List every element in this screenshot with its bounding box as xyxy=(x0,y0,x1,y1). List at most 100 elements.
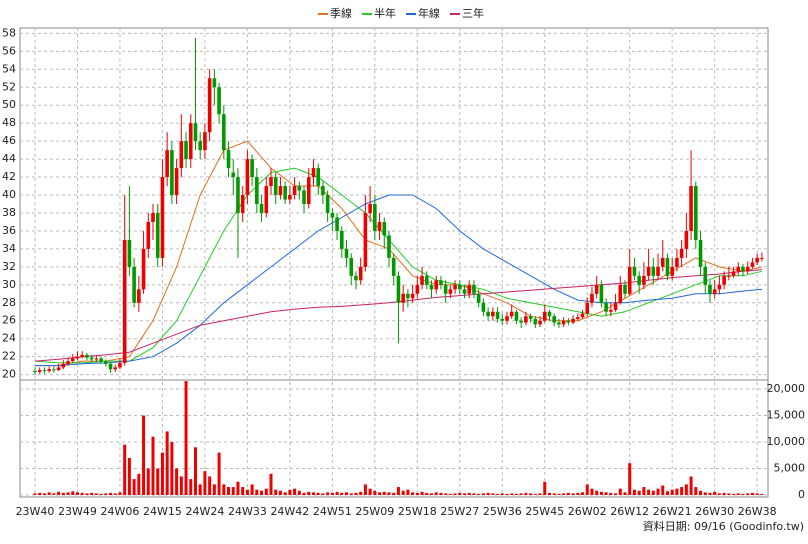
candle-body xyxy=(750,262,755,267)
volume-bar xyxy=(321,493,325,495)
y2-tick-label: 20,000 xyxy=(767,382,806,395)
volume-bar xyxy=(179,476,183,495)
candle-body xyxy=(89,357,94,360)
candle-body xyxy=(170,150,174,196)
candle-body xyxy=(104,361,108,364)
candle-body xyxy=(363,212,368,267)
volume-bar xyxy=(415,492,419,495)
volume-bar xyxy=(288,489,292,495)
candle-body xyxy=(240,195,245,213)
candle-body xyxy=(387,235,391,258)
candle-body xyxy=(491,311,495,317)
volume-bar xyxy=(184,381,188,495)
volume-bar xyxy=(127,457,131,495)
volume-bar xyxy=(604,492,608,495)
candle-body xyxy=(283,186,287,200)
volume-bar xyxy=(42,493,46,495)
volume-bar xyxy=(118,492,122,495)
candle-body xyxy=(368,204,372,213)
candle-body xyxy=(330,212,335,218)
volume-bar xyxy=(614,493,618,495)
x-tick-label: 25W27 xyxy=(440,505,479,518)
candle-body xyxy=(443,284,448,294)
volume-bar xyxy=(656,488,660,495)
candle-body xyxy=(264,186,269,213)
candle-body xyxy=(188,123,193,160)
candle-body xyxy=(132,266,136,303)
volume-bar xyxy=(75,492,79,495)
x-tick-label: 26W02 xyxy=(568,505,607,518)
volume-bar xyxy=(378,492,382,495)
candle-body xyxy=(580,313,585,318)
volume-bar xyxy=(193,447,197,495)
volume-bar xyxy=(694,487,698,495)
volume-bar xyxy=(491,493,495,495)
volume-bar xyxy=(632,489,636,495)
volume-bar xyxy=(335,491,339,495)
volume-bar xyxy=(302,492,306,495)
volume-bar xyxy=(52,493,56,495)
volume-bar xyxy=(647,489,651,495)
volume-bar xyxy=(434,492,438,495)
candle-body xyxy=(481,302,486,312)
candle-body xyxy=(222,114,226,151)
moving-average-line xyxy=(35,140,763,367)
candle-body xyxy=(467,284,472,294)
volume-bar xyxy=(623,492,627,495)
candle-body xyxy=(694,186,698,240)
candle-body xyxy=(599,284,604,303)
volume-bar xyxy=(411,492,415,495)
y-tick-label: 32 xyxy=(2,260,16,273)
candle-body xyxy=(245,159,250,196)
volume-bar xyxy=(472,493,476,495)
volume-bar xyxy=(94,493,98,495)
x-tick-label: 24W51 xyxy=(313,505,352,518)
candle-body xyxy=(373,204,377,231)
candle-body xyxy=(42,370,47,372)
y-tick-label: 22 xyxy=(2,350,16,363)
candle-body xyxy=(552,316,556,323)
volume-bar xyxy=(274,489,278,495)
candle-body xyxy=(137,289,141,303)
candle-body xyxy=(174,168,179,196)
volume-bar xyxy=(661,485,665,495)
volume-bar xyxy=(529,493,533,495)
volume-bar xyxy=(255,489,259,495)
volume-bar xyxy=(123,444,127,495)
candle-body xyxy=(642,275,646,285)
y-tick-label: 58 xyxy=(2,26,16,39)
x-tick-label: 23W49 xyxy=(58,505,97,518)
x-tick-label: 24W33 xyxy=(228,505,267,518)
candle-body xyxy=(344,248,349,258)
candle-body xyxy=(590,293,594,303)
candle-body xyxy=(524,316,528,323)
volume-bar xyxy=(401,490,405,495)
candle-body xyxy=(415,284,420,294)
candle-body xyxy=(212,78,217,88)
volume-bar xyxy=(519,493,523,495)
candle-body xyxy=(684,230,689,249)
candle-body xyxy=(325,195,330,213)
y-tick-label: 48 xyxy=(2,116,16,129)
volume-bar xyxy=(293,488,297,495)
volume-bar xyxy=(109,492,113,495)
candle-body xyxy=(94,358,99,360)
candle-body xyxy=(316,168,320,187)
y-tick-label: 28 xyxy=(2,296,16,309)
candle-body xyxy=(429,284,434,290)
candle-body xyxy=(708,284,712,294)
volume-bar xyxy=(750,492,754,495)
candle-body xyxy=(226,150,231,169)
candle-body xyxy=(618,284,623,303)
candle-body xyxy=(377,221,382,231)
candle-body xyxy=(448,289,453,294)
y-tick-label: 54 xyxy=(2,62,16,75)
volume-bar xyxy=(222,484,226,495)
candle-body xyxy=(278,186,283,196)
candle-body xyxy=(354,275,358,281)
volume-bar xyxy=(500,493,504,495)
candle-body xyxy=(85,354,89,358)
candle-body xyxy=(179,141,184,169)
y-tick-label: 50 xyxy=(2,98,16,111)
candle-body xyxy=(424,275,429,285)
